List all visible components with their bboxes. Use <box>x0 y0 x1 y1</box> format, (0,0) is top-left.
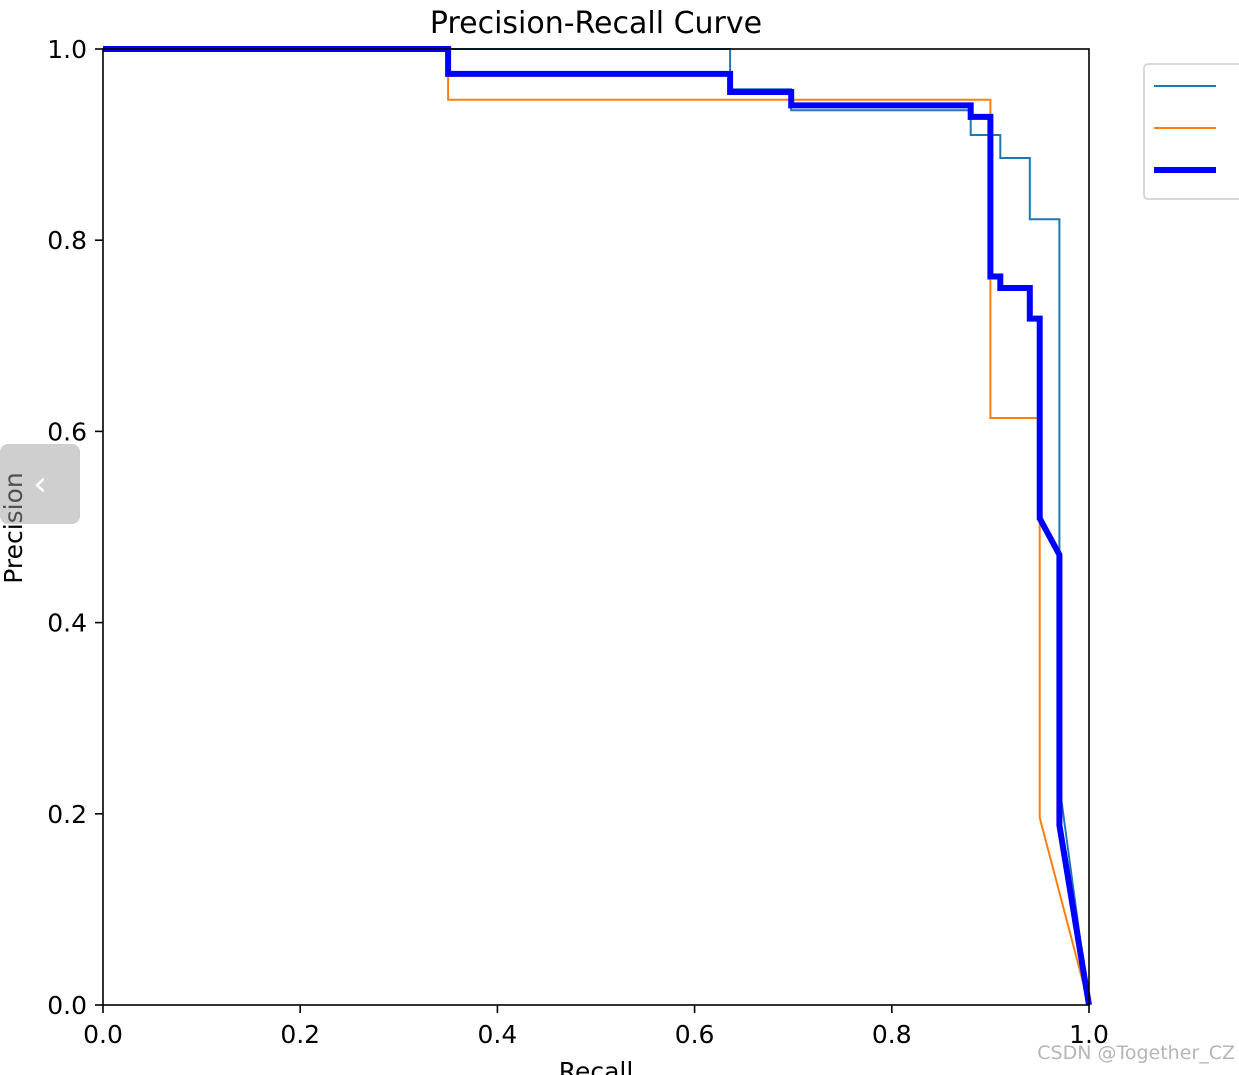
series-line-3 <box>103 46 1092 1006</box>
chart-title: Precision-Recall Curve <box>430 6 762 41</box>
y-tick-label: 1.0 <box>47 35 87 64</box>
x-tick-label: 1.0 <box>1069 1020 1109 1049</box>
watermark: CSDN @Together_CZ <box>1037 1042 1235 1064</box>
y-tick-label: 0.8 <box>47 226 87 255</box>
plot-area <box>103 49 1089 1005</box>
y-tick-label: 0.6 <box>47 417 87 446</box>
plot-frame <box>102 48 1090 1006</box>
legend-box <box>1143 63 1239 200</box>
x-axis-ticks: 0.0 0.2 0.4 0.6 0.8 1.0 <box>83 1005 1109 1049</box>
x-tick-label: 0.0 <box>83 1020 123 1049</box>
x-tick-label: 0.4 <box>478 1020 518 1049</box>
series-layer <box>103 46 1092 1006</box>
y-tick-label: 0.2 <box>47 800 87 829</box>
y-tick-label: 0.4 <box>47 609 87 638</box>
x-tick-label: 0.2 <box>280 1020 320 1049</box>
x-axis-label: Recall <box>559 1057 634 1075</box>
x-tick-label: 0.6 <box>675 1020 715 1049</box>
collapse-sidebar-button[interactable]: ‹ <box>0 444 80 524</box>
chevron-left-icon: ‹ <box>33 464 47 504</box>
x-tick-label: 0.8 <box>872 1020 912 1049</box>
y-tick-label: 0.0 <box>47 991 87 1020</box>
legend <box>1143 63 1239 200</box>
y-axis-ticks: 0.0 0.2 0.4 0.6 0.8 1.0 <box>47 35 103 1020</box>
